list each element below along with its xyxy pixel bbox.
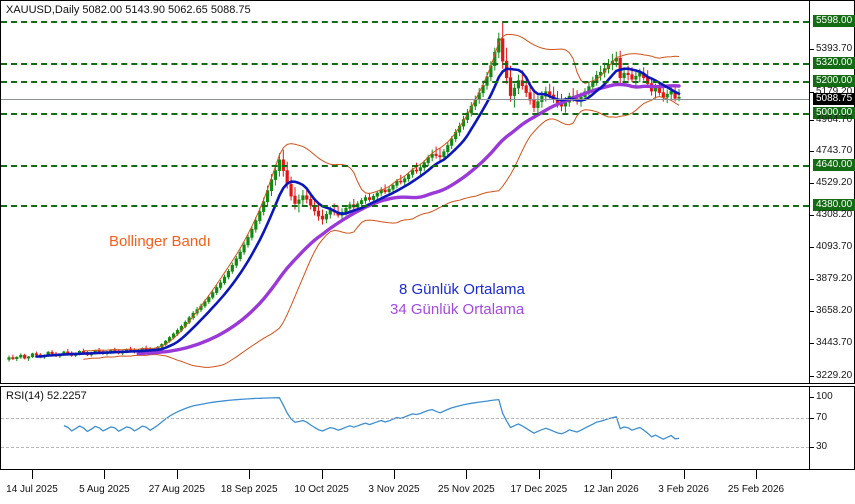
annotation-ma34: 34 Günlük Ortalama: [390, 301, 525, 318]
date-label: 25 Nov 2025: [438, 484, 495, 495]
price-level-label[interactable]: 5200.00: [813, 75, 855, 87]
price-tick-label: 4529.20: [809, 177, 853, 188]
price-tick-label: 5393.70: [809, 43, 853, 54]
date-label: 18 Sep 2025: [220, 484, 278, 495]
date-tick: [32, 470, 33, 479]
rsi-tick-label: 70: [809, 412, 828, 424]
horizontal-level-line: [1, 81, 809, 83]
annotation-ma8: 8 Günlük Ortalama: [399, 281, 525, 298]
price-axis[interactable]: 5598.00 5393.70 5320.00 5200.00 5179.20 5088.…: [809, 0, 855, 384]
current-price-label[interactable]: 5088.75: [813, 93, 855, 105]
date-label: 14 Jul 2025: [6, 484, 58, 495]
annotation-bollinger: Bollinger Bandı: [109, 233, 211, 250]
date-label: 3 Nov 2025: [368, 484, 420, 495]
date-tick: [321, 470, 323, 479]
rsi-tick-label: 100: [810, 391, 833, 402]
current-price-line: [1, 99, 809, 100]
price-chart-pane[interactable]: XAUUSD,Daily 5082.00 5143.90 5062.65 508…: [0, 0, 810, 384]
price-tick-label: 4308.20: [809, 209, 853, 220]
rsi-axis[interactable]: 100 70 30: [809, 386, 855, 470]
date-label: 3 Feb 2026: [658, 484, 709, 495]
date-tick: [394, 470, 395, 479]
date-tick: [466, 470, 468, 479]
date-tick: [683, 470, 685, 479]
date-label: 10 Oct 2025: [294, 484, 349, 495]
date-tick: [756, 470, 757, 479]
date-label: 25 Feb 2026: [727, 484, 785, 495]
price-tick-label: 3443.70: [809, 337, 853, 348]
price-level-label[interactable]: 5000.00: [813, 107, 855, 119]
date-tick: [538, 470, 540, 479]
date-tick: [176, 470, 178, 479]
date-tick: [249, 470, 251, 479]
date-tick: [611, 470, 613, 479]
price-tick-label: 5179.20: [809, 86, 853, 97]
price-tick-label: 3879.20: [809, 273, 853, 284]
rsi-pane[interactable]: RSI(14) 52.2257: [0, 386, 810, 470]
price-level-label[interactable]: 4640.00: [813, 159, 855, 171]
horizontal-level-line: [1, 205, 809, 207]
price-series-canvas: [1, 1, 809, 383]
date-label: 5 Aug 2025: [79, 484, 130, 495]
price-level-label[interactable]: 5598.00: [813, 15, 855, 27]
date-label: 12 Jan 2026: [583, 484, 639, 495]
horizontal-level-line: [1, 113, 809, 115]
price-level-label[interactable]: 4380.00: [813, 199, 855, 211]
price-level-label[interactable]: 5320.00: [813, 57, 855, 69]
date-label: 17 Dec 2025: [510, 484, 568, 495]
rsi-label: RSI(14) 52.2257: [6, 390, 87, 402]
rsi-threshold-line: [1, 447, 809, 448]
price-tick-label: 4743.70: [809, 145, 853, 156]
date-axis[interactable]: 14 Jul 2025 5 Aug 2025 27 Aug 2025 18 Sep 2…: [0, 470, 855, 504]
horizontal-level-line: [1, 21, 809, 23]
horizontal-level-line: [1, 165, 809, 167]
rsi-series-canvas: [1, 387, 809, 469]
chart-title: XAUUSD,Daily 5082.00 5143.90 5062.65 508…: [6, 4, 251, 16]
date-label: 27 Aug 2025: [148, 484, 205, 495]
price-tick-label: 3229.20: [809, 370, 853, 381]
horizontal-level-line: [1, 63, 809, 65]
price-tick-label: 4093.70: [809, 241, 853, 252]
price-tick-label: 4964.70: [809, 114, 853, 125]
rsi-tick-label: 30: [809, 441, 828, 452]
price-tick-label: 3658.20: [809, 305, 853, 316]
rsi-threshold-line: [1, 418, 809, 420]
date-tick: [104, 470, 106, 479]
